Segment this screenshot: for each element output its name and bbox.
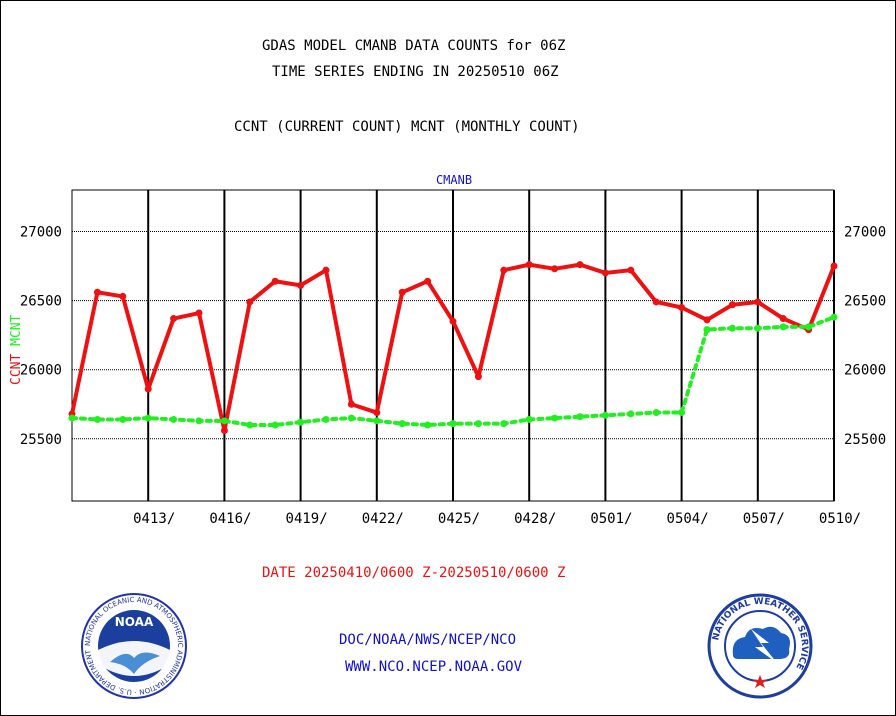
data-point-ccnt [678,303,686,311]
data-point-mcnt [627,410,635,418]
data-point-ccnt [652,298,660,306]
x-tick-label: 0413/ [133,511,175,527]
y-axis-label-mcnt: MCNT [9,314,24,353]
y-axis-label: CCNT MCNT [9,314,24,385]
x-tick-label: 0507/ [743,511,785,527]
y-tick-label-left: 25500 [20,432,62,448]
data-point-mcnt [144,414,152,422]
data-point-mcnt [170,415,178,423]
data-point-mcnt [195,417,203,425]
data-point-ccnt [449,317,457,325]
x-tick-label: 0416/ [209,511,251,527]
y-tick-label-right: 27000 [844,224,886,240]
data-point-ccnt [93,288,101,296]
data-point-mcnt [576,413,584,421]
data-point-ccnt [119,292,127,300]
data-point-mcnt [398,420,406,428]
data-point-mcnt [525,415,533,423]
data-point-mcnt [728,324,736,332]
data-point-mcnt [347,414,355,422]
x-tick-label: 0422/ [362,511,404,527]
data-point-mcnt [805,323,813,331]
noaa-wordmark: NOAA [115,615,154,629]
y-tick-label-right: 26000 [844,363,886,379]
data-point-ccnt [551,265,559,273]
noaa-logo: NATIONAL OCEANIC AND ATMOSPHERIC ADMINIS… [80,592,187,699]
data-point-mcnt [93,415,101,423]
data-point-ccnt [398,288,406,296]
x-tick-label: 0501/ [590,511,632,527]
data-point-mcnt [68,414,76,422]
data-point-ccnt [220,427,228,435]
data-point-ccnt [525,261,533,269]
y-tick-label-right: 25500 [844,432,886,448]
data-point-ccnt [728,301,736,309]
data-point-mcnt [220,417,228,425]
data-point-ccnt [322,266,330,274]
data-point-ccnt [576,261,584,269]
data-point-ccnt [779,315,787,323]
y-tick-label-right: 26500 [844,294,886,310]
data-point-mcnt [551,414,559,422]
data-point-ccnt [627,266,635,274]
x-tick-label: 0510/ [819,511,861,527]
data-point-ccnt [703,316,711,324]
data-point-mcnt [271,421,279,429]
data-point-ccnt [271,277,279,285]
data-point-mcnt [373,417,381,425]
data-point-mcnt [652,409,660,417]
x-tick-label: 0419/ [286,511,328,527]
y-axis-label-ccnt: CCNT [9,354,24,385]
data-point-ccnt [424,277,432,285]
x-tick-label: 0504/ [667,511,709,527]
data-point-ccnt [246,298,254,306]
data-point-ccnt [144,385,152,393]
y-tick-label-left: 27000 [20,224,62,240]
data-point-mcnt [322,415,330,423]
chart-header-line3: CCNT (CURRENT COUNT) MCNT (MONTHLY COUNT… [234,119,580,135]
data-point-ccnt [500,266,508,274]
chart-header-line1: GDAS MODEL CMANB DATA COUNTS for 06Z [262,38,566,54]
data-point-ccnt [347,400,355,408]
data-point-mcnt [119,415,127,423]
data-point-mcnt [754,324,762,332]
website-link[interactable]: WWW.NCO.NCEP.NOAA.GOV [345,659,523,675]
data-point-mcnt [830,313,838,321]
data-point-ccnt [373,409,381,417]
data-point-ccnt [601,269,609,277]
data-point-ccnt [474,373,482,381]
chart-header-line2: TIME SERIES ENDING IN 20250510 06Z [272,64,559,80]
data-point-mcnt [601,411,609,419]
data-point-ccnt [297,281,305,289]
data-point-ccnt [830,262,838,270]
data-point-mcnt [424,421,432,429]
data-point-mcnt [500,420,508,428]
data-point-ccnt [754,298,762,306]
org-path-link[interactable]: DOC/NOAA/NWS/NCEP/NCO [339,632,517,648]
data-point-ccnt [195,309,203,317]
x-tick-label: 0425/ [438,511,480,527]
data-point-mcnt [297,418,305,426]
data-point-mcnt [474,420,482,428]
data-point-mcnt [678,409,686,417]
data-point-mcnt [779,323,787,331]
x-tick-label: 0428/ [514,511,556,527]
data-point-mcnt [703,326,711,334]
data-point-mcnt [246,421,254,429]
nws-logo: NATIONAL WEATHER SERVICE [707,593,813,699]
y-tick-label-left: 26500 [20,294,62,310]
data-point-ccnt [170,315,178,323]
date-range-label: DATE 20250410/0600 Z-20250510/0600 Z [262,565,566,581]
plot-title: CMANB [436,173,472,187]
data-point-mcnt [449,420,457,428]
y-tick-label-left: 26000 [20,363,62,379]
